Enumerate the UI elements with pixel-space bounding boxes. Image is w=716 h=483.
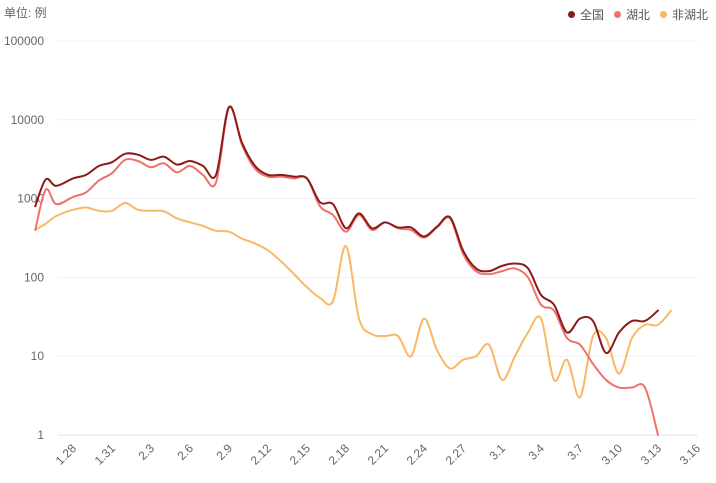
x-tick-label: 2.12 xyxy=(248,441,275,468)
legend-label-non-hubei: 非湖北 xyxy=(671,8,708,22)
y-tick-label: 1 xyxy=(37,428,44,442)
series-line-hubei[interactable] xyxy=(34,105,659,436)
legend-label-national: 全国 xyxy=(579,8,604,22)
y-tick-label: 10000 xyxy=(11,113,45,127)
x-tick-label: 2.27 xyxy=(443,441,470,468)
x-tick-label: 3.10 xyxy=(599,441,626,468)
x-tick-label: 2.9 xyxy=(213,441,235,463)
x-tick-label: 2.15 xyxy=(287,441,314,468)
y-tick-label: 10 xyxy=(31,349,45,363)
legend-item-hubei[interactable]: 湖北 xyxy=(613,6,650,23)
x-tick-label: 2.24 xyxy=(404,441,431,468)
x-tick-label: 2.3 xyxy=(135,441,157,463)
x-tick-label: 3.4 xyxy=(525,441,547,463)
y-tick-label: 100000 xyxy=(4,34,44,48)
legend-item-national[interactable]: 全国 xyxy=(567,6,604,23)
x-tick-label: 3.13 xyxy=(638,441,665,468)
x-tick-label: 2.21 xyxy=(365,441,392,468)
series-lines xyxy=(34,105,672,436)
y-tick-label: 100 xyxy=(24,270,44,284)
unit-label: 单位: 例 xyxy=(4,6,47,20)
x-tick-label: 1.31 xyxy=(92,441,119,468)
legend-dot-hubei xyxy=(613,11,621,18)
series-line-non-hubei[interactable] xyxy=(34,201,672,399)
x-tick-label: 3.1 xyxy=(486,441,508,463)
legend-dot-non-hubei xyxy=(659,11,667,18)
series-line-national[interactable] xyxy=(34,105,659,354)
legend-item-non-hubei[interactable]: 非湖北 xyxy=(659,6,708,23)
legend-label-hubei: 湖北 xyxy=(625,8,650,22)
x-tick-label: 3.7 xyxy=(564,441,586,463)
x-tick-label: 2.6 xyxy=(174,441,196,463)
legend-dot-national xyxy=(567,11,575,18)
x-axis: 1.28 1.31 2.3 2.6 2.9 2.12 2.15 2.18 2.21 2.24 2.2… xyxy=(53,441,704,468)
x-tick-label: 1.28 xyxy=(53,441,80,468)
x-tick-label: 2.18 xyxy=(326,441,353,468)
x-tick-label: 3.16 xyxy=(677,441,704,468)
grid-lines xyxy=(58,40,698,436)
legend: 全国 湖北 非湖北 xyxy=(567,6,708,23)
